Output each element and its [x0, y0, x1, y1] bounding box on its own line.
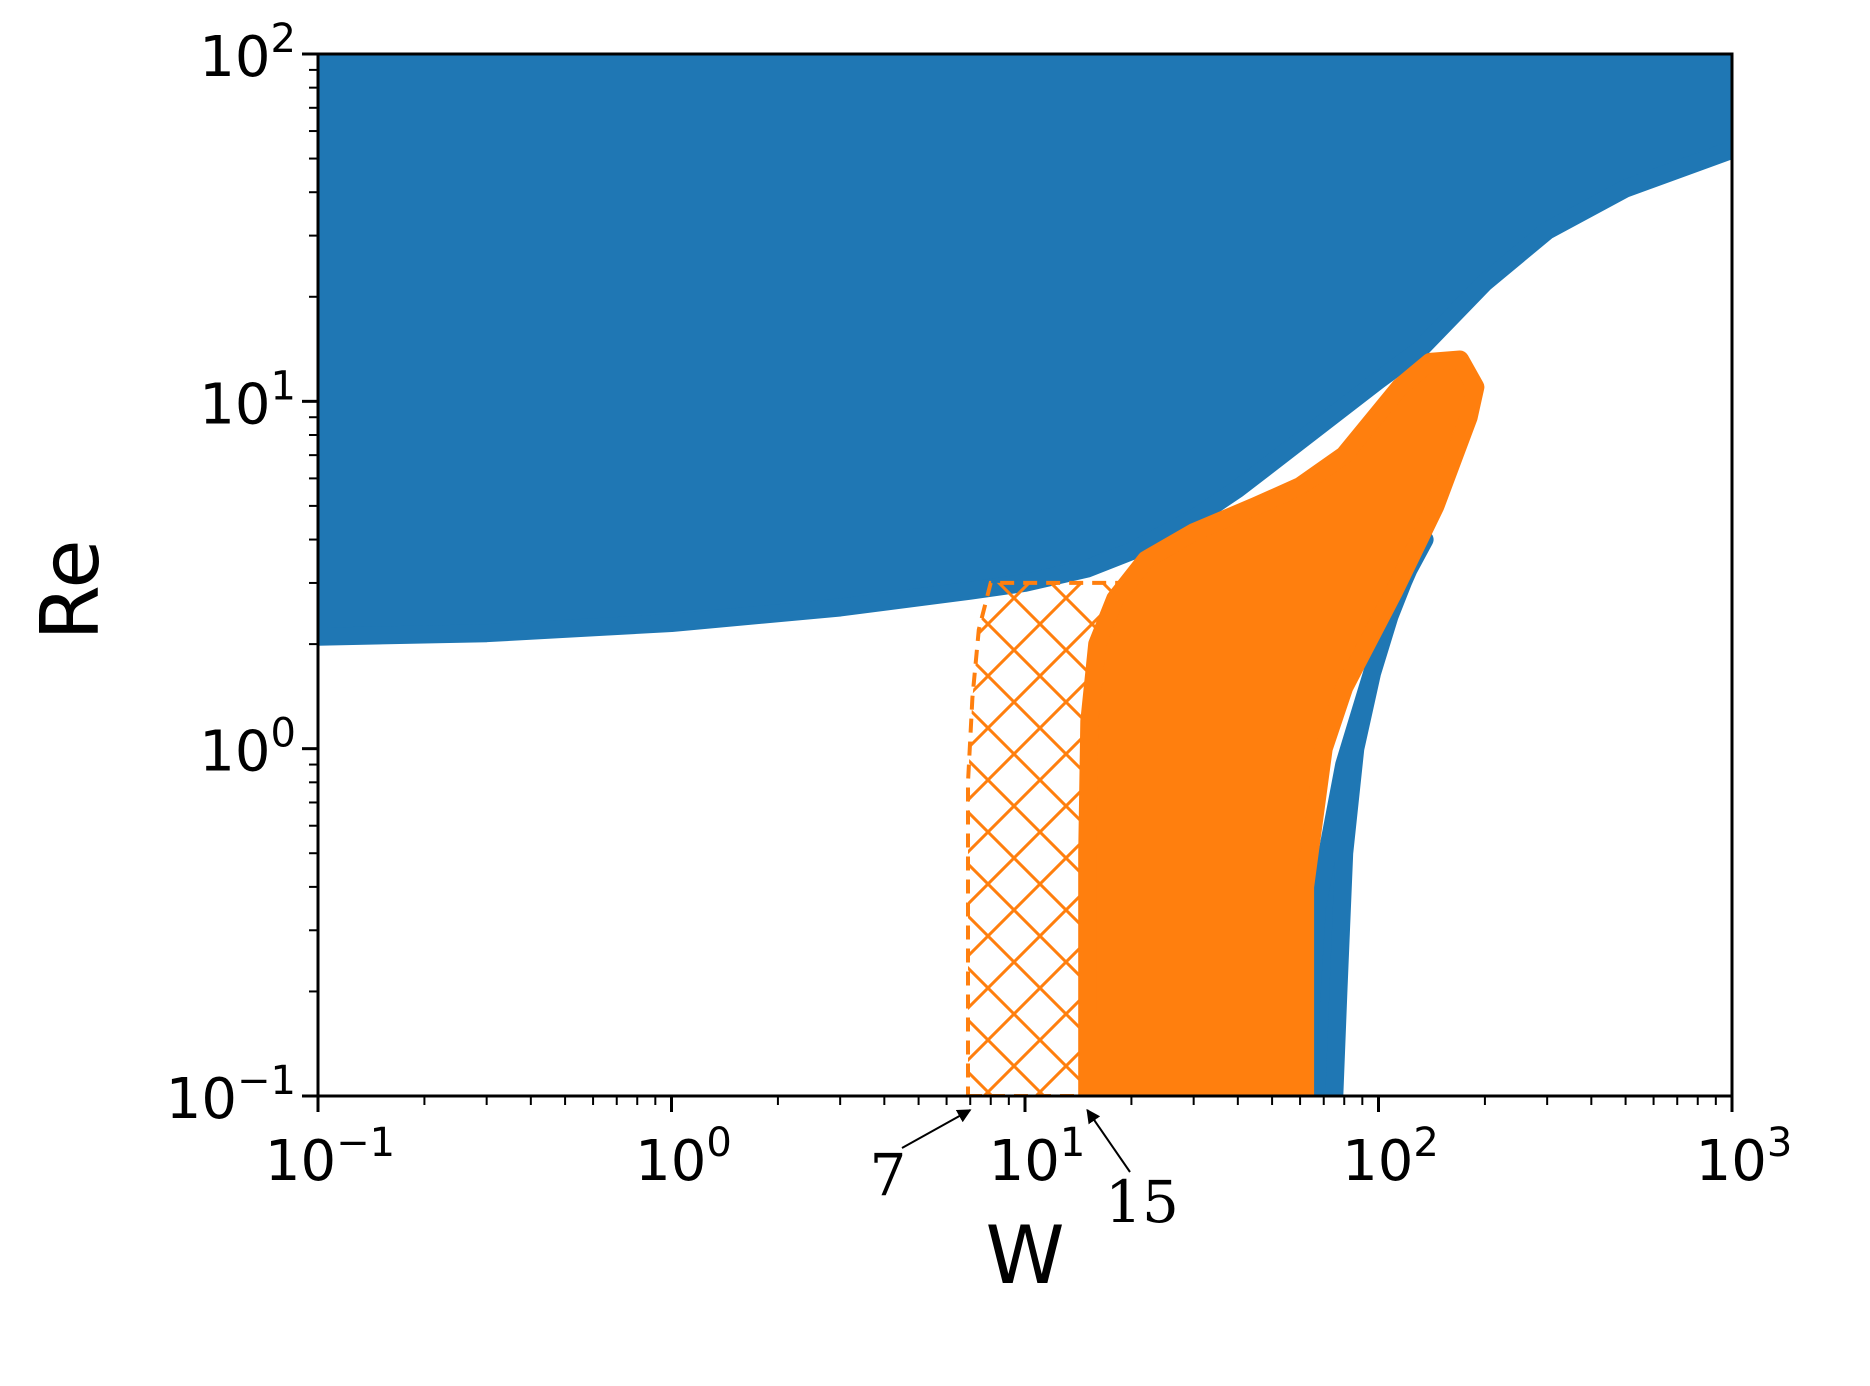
- plot-regions: [318, 54, 1732, 1096]
- y-tick-label: 100: [199, 711, 296, 785]
- tick-labels: 10−1 100 101 102 103 10−1 100 101 102: [166, 16, 1793, 1194]
- annotations: 7 15: [870, 1108, 1179, 1236]
- annotation-label: 15: [1105, 1168, 1179, 1236]
- region-orange-2: [1078, 350, 1485, 1096]
- annotation-label: 7: [870, 1141, 907, 1209]
- x-axis-label: W: [985, 1209, 1064, 1302]
- axis-ticks: [302, 52, 1734, 1112]
- y-tick-label: 101: [199, 363, 296, 437]
- annotation-arrow: [901, 1109, 972, 1149]
- x-tick-label: 100: [635, 1120, 732, 1194]
- y-tick-label: 102: [199, 16, 296, 90]
- annotation-arrow: [1086, 1108, 1131, 1173]
- x-tick-label: 102: [1342, 1120, 1439, 1194]
- y-axis-label: Re: [24, 539, 117, 640]
- x-tick-label: 103: [1696, 1120, 1793, 1194]
- region-blue-0: [318, 54, 1732, 646]
- y-tick-label: 10−1: [166, 1058, 296, 1132]
- x-tick-label: 10−1: [265, 1120, 395, 1194]
- x-tick-label: 101: [989, 1120, 1086, 1194]
